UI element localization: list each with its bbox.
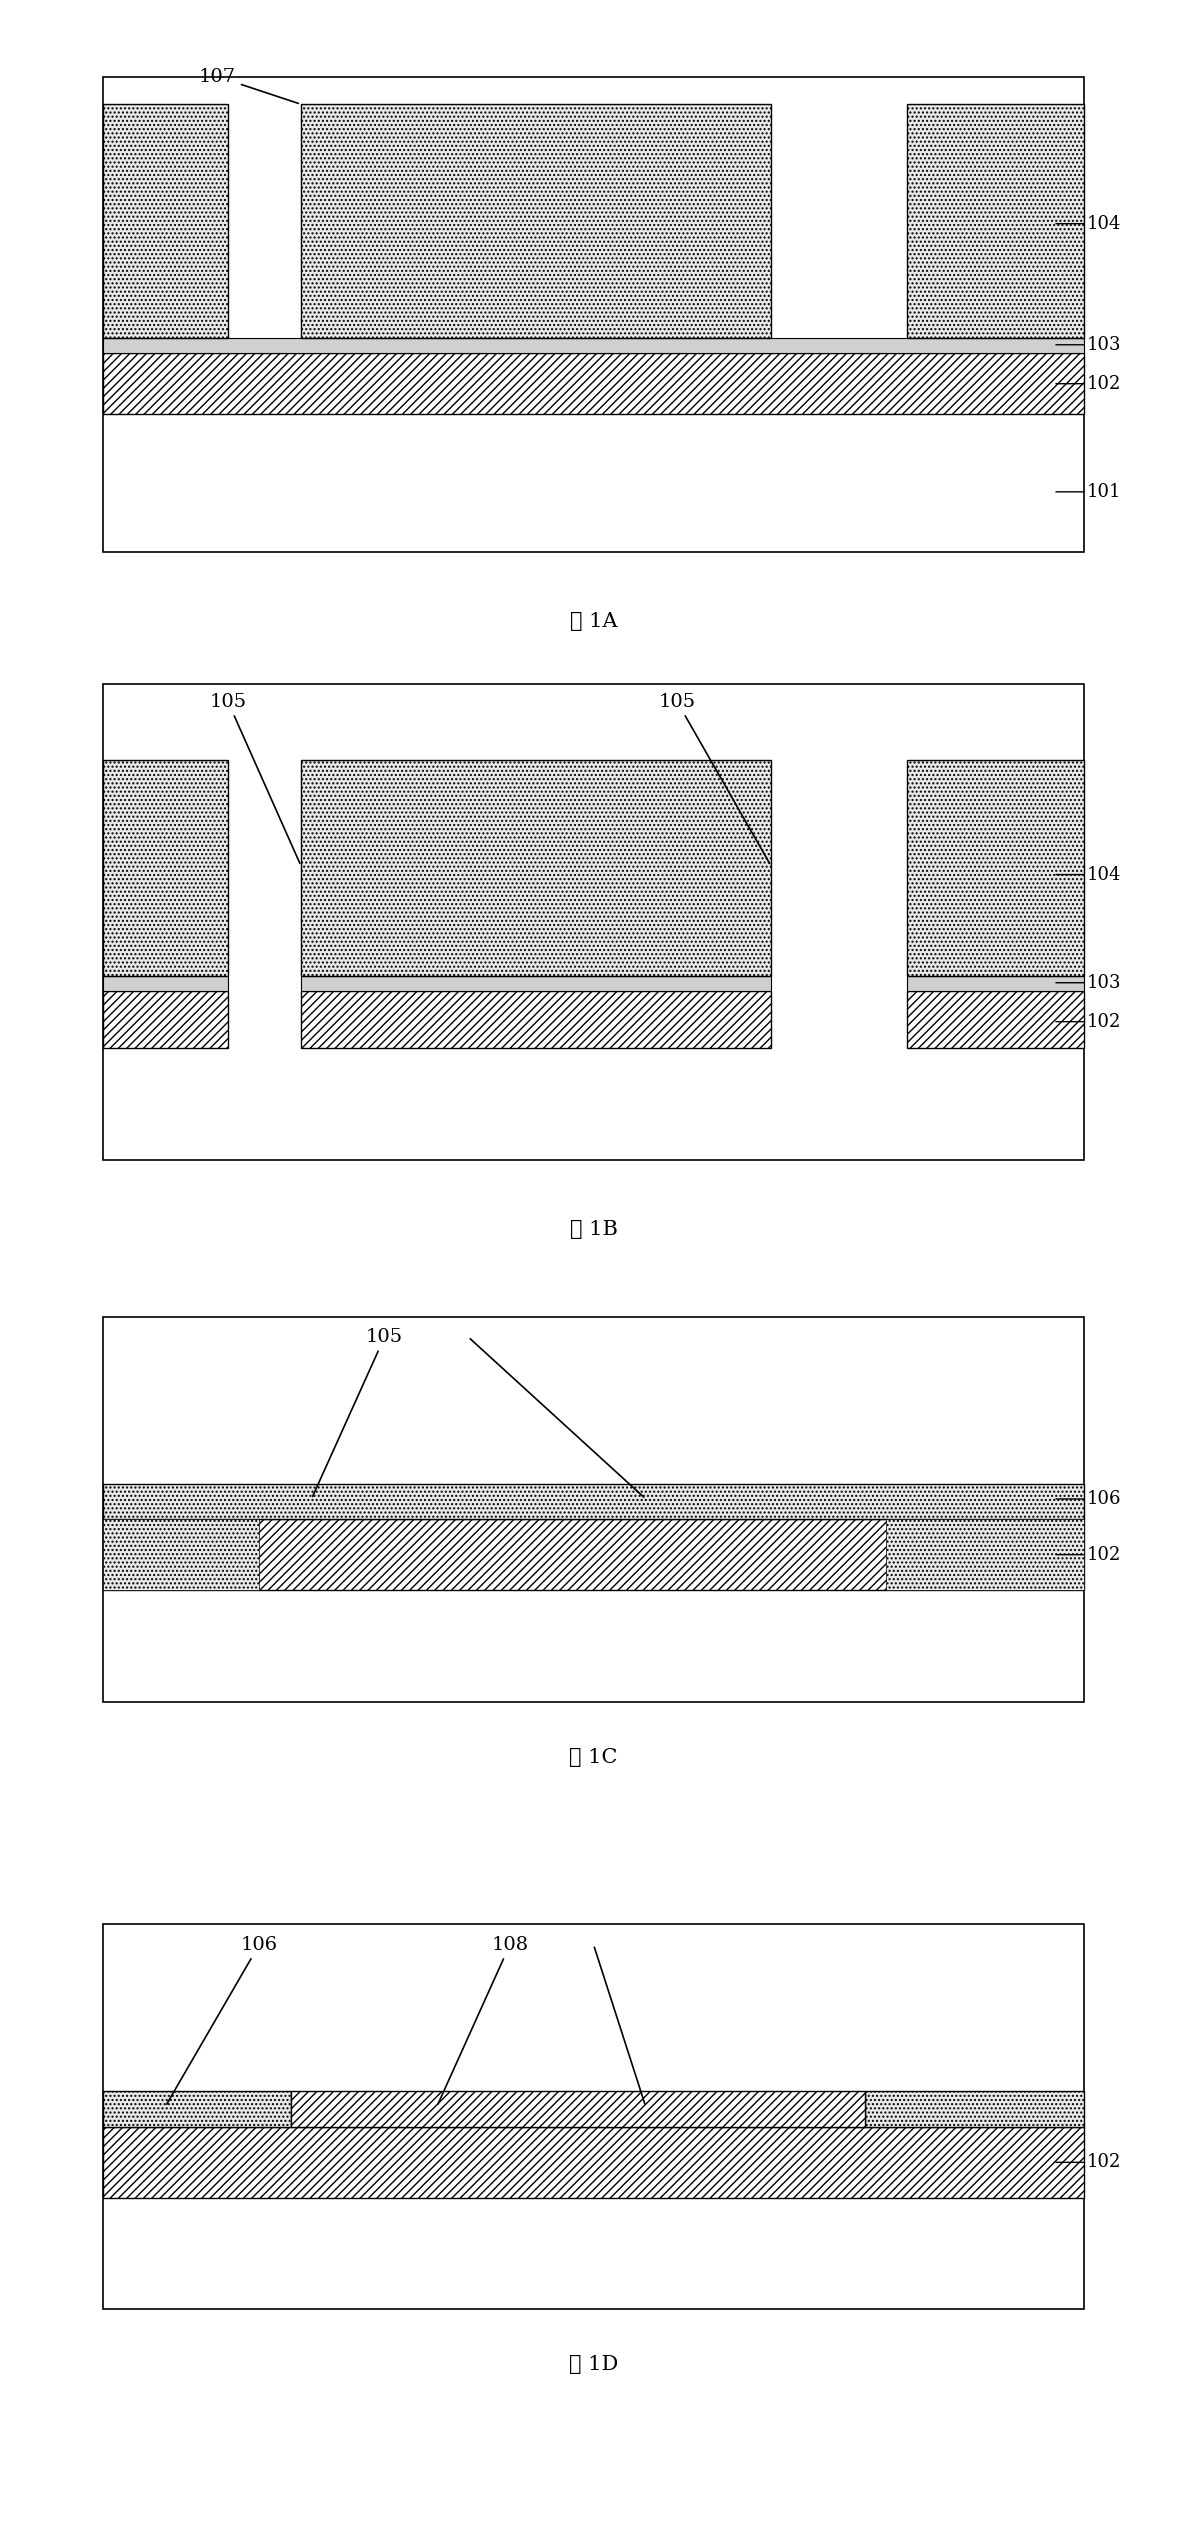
- Bar: [865, 2091, 1085, 2127]
- Bar: [102, 104, 228, 337]
- Text: 105: 105: [659, 694, 769, 863]
- Bar: [886, 1519, 1085, 1590]
- Text: 102: 102: [1086, 1545, 1121, 1565]
- Bar: [907, 760, 1085, 975]
- Text: 图 1B: 图 1B: [570, 1220, 617, 1238]
- Text: 102: 102: [1086, 2152, 1121, 2172]
- Bar: [102, 993, 228, 1048]
- Bar: [102, 1519, 259, 1590]
- Text: 102: 102: [1086, 1013, 1121, 1031]
- Bar: [102, 975, 228, 993]
- Bar: [301, 104, 772, 337]
- Text: 105: 105: [209, 694, 300, 863]
- Bar: [907, 975, 1085, 993]
- Bar: [301, 760, 772, 975]
- Bar: [102, 337, 1085, 354]
- Bar: [301, 975, 772, 993]
- Text: 108: 108: [438, 1934, 528, 2104]
- Text: 106: 106: [1086, 1489, 1121, 1509]
- Bar: [102, 760, 228, 975]
- Bar: [301, 993, 772, 1048]
- Text: 105: 105: [312, 1327, 404, 1496]
- Text: 104: 104: [1086, 866, 1121, 884]
- Bar: [102, 2127, 1085, 2198]
- Text: 图 1A: 图 1A: [570, 613, 617, 630]
- Text: 101: 101: [1086, 484, 1121, 501]
- Text: 106: 106: [166, 1934, 278, 2104]
- Bar: [102, 1484, 1085, 1519]
- Text: 图 1C: 图 1C: [570, 1747, 617, 1767]
- Text: 102: 102: [1086, 375, 1121, 392]
- Bar: [102, 354, 1085, 413]
- Bar: [102, 2091, 291, 2127]
- Bar: [291, 2091, 865, 2127]
- Bar: [102, 1317, 1085, 1702]
- Text: 103: 103: [1086, 337, 1121, 354]
- Text: 图 1D: 图 1D: [569, 2355, 618, 2375]
- Bar: [907, 993, 1085, 1048]
- Bar: [102, 1519, 1085, 1590]
- Bar: [102, 1924, 1085, 2309]
- Text: 103: 103: [1086, 975, 1121, 993]
- Text: 104: 104: [1086, 215, 1121, 233]
- Text: 107: 107: [199, 68, 298, 104]
- Bar: [907, 104, 1085, 337]
